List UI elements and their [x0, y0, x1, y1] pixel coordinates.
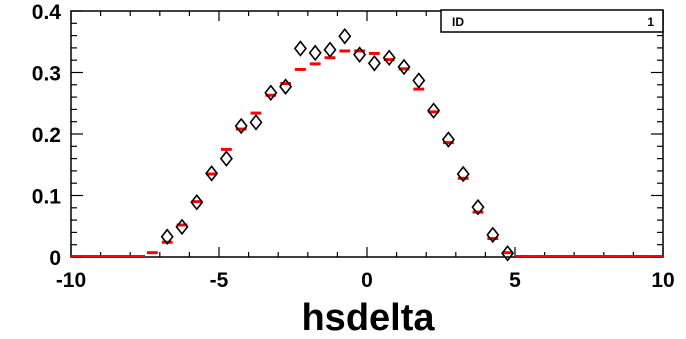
data-point-diamond — [338, 27, 352, 45]
x-tick-label: 10 — [651, 269, 674, 292]
x-tick-label: 5 — [509, 269, 521, 292]
data-point-diamond — [412, 72, 426, 89]
tick-labels: -10 -5 0 5 10 0 0.1 0.2 0.3 0.4 — [32, 1, 675, 292]
x-tick-label: -10 — [56, 269, 86, 292]
data-point-diamond — [367, 54, 381, 72]
data-point-diamond — [382, 49, 396, 67]
data-point-diamond — [190, 193, 204, 211]
data-point-diamond — [397, 58, 411, 76]
y-tick-label: 0.2 — [32, 124, 61, 147]
data-point-diamond — [501, 245, 515, 262]
plot-marks — [71, 27, 663, 262]
data-point-diamond — [205, 165, 219, 182]
data-point-diamond — [293, 40, 307, 57]
axes — [70, 10, 664, 258]
stats-box: ID 1 — [440, 9, 664, 33]
y-tick-label: 0.4 — [32, 1, 62, 24]
data-point-diamond — [441, 131, 455, 148]
data-point-diamond — [219, 150, 233, 167]
y-tick-label: 0.3 — [32, 63, 61, 86]
stats-value: 1 — [647, 15, 654, 29]
x-axis-title: hsdelta — [301, 297, 435, 339]
data-point-diamond — [323, 41, 337, 59]
data-point-diamond — [427, 102, 441, 119]
y-tick-label: 0 — [49, 247, 61, 270]
y-tick-label: 0.1 — [32, 186, 62, 209]
x-tick-label: 0 — [361, 269, 373, 292]
data-point-diamond — [456, 165, 470, 183]
data-point-diamond — [486, 226, 500, 244]
data-point-diamond — [249, 114, 263, 131]
data-point-diamond — [175, 218, 189, 236]
data-point-diamond — [160, 228, 174, 245]
data-point-diamond — [308, 44, 322, 62]
data-point-diamond — [471, 198, 485, 216]
data-point-diamond — [234, 117, 248, 135]
data-point-diamond — [279, 78, 293, 95]
plot-frame — [70, 10, 664, 258]
stats-label: ID — [452, 15, 464, 29]
x-tick-label: -5 — [210, 269, 229, 292]
data-point-diamond — [353, 46, 367, 63]
data-point-diamond — [264, 84, 278, 102]
